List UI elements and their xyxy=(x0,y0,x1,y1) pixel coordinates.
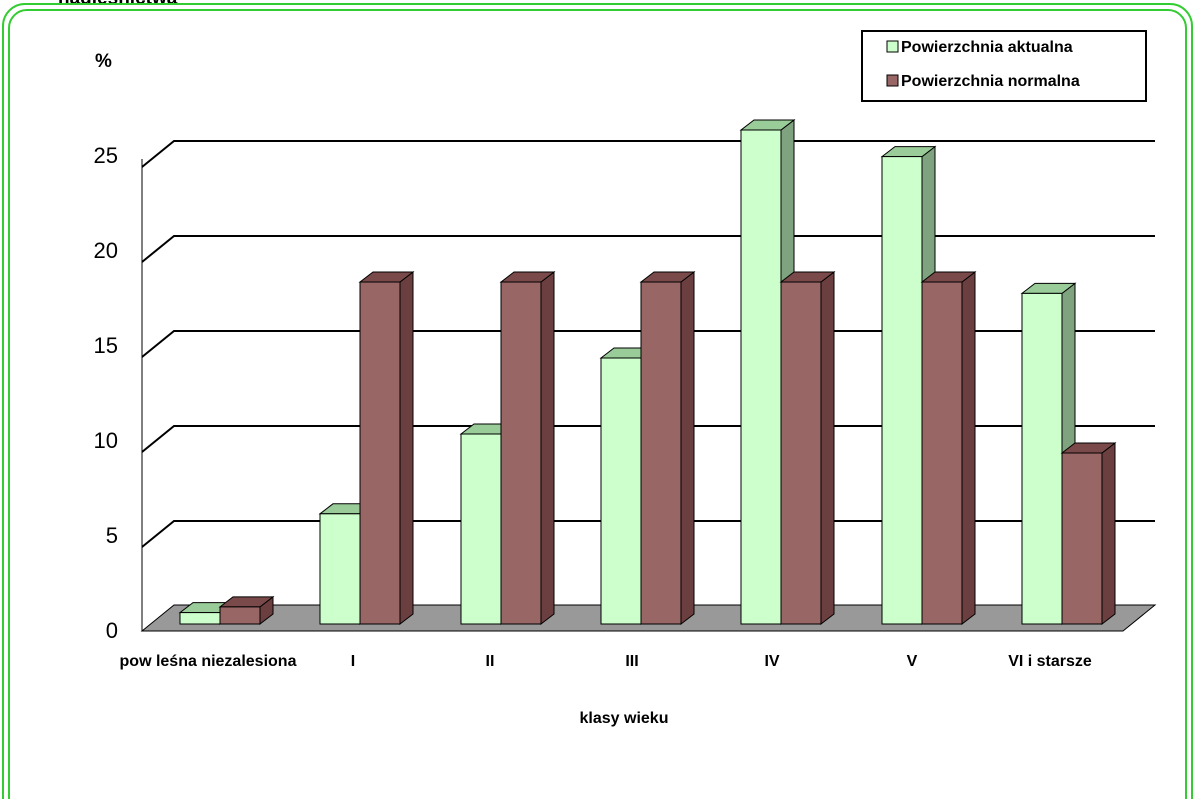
gridline xyxy=(141,235,1155,263)
x-tick-label: pow leśna niezalesiona xyxy=(120,653,297,670)
y-tick-label: 25 xyxy=(94,143,118,168)
x-tick-label: IV xyxy=(764,653,779,670)
x-tick-label: II xyxy=(486,653,495,670)
y-axis-label: % xyxy=(95,51,112,72)
bar-normal xyxy=(779,270,836,626)
y-tick-label: 5 xyxy=(106,523,118,548)
x-tick-label: VI i starsze xyxy=(1008,653,1092,670)
legend-label-actual: Powierzchnia aktualna xyxy=(901,39,1073,56)
bar-normal xyxy=(218,595,275,626)
bar-normal xyxy=(920,270,977,626)
bar-normal xyxy=(639,270,696,626)
y-tick-label: 20 xyxy=(94,238,118,263)
x-tick-label: I xyxy=(351,653,355,670)
x-axis-label: klasy wieku xyxy=(580,710,669,727)
gridline xyxy=(141,140,1155,168)
x-tick-label: V xyxy=(907,653,918,670)
legend: Powierzchnia aktualna Powierzchnia norma… xyxy=(861,30,1147,102)
bar-normal xyxy=(499,270,556,626)
legend-swatch-actual xyxy=(886,40,899,53)
bar-normal xyxy=(1060,441,1117,626)
bar-normal xyxy=(358,270,415,626)
y-tick-label: 15 xyxy=(94,333,118,358)
y-tick-label: 10 xyxy=(94,428,118,453)
legend-label-normal: Powierzchnia normalna xyxy=(901,73,1080,90)
y-tick-label: 0 xyxy=(106,618,118,643)
legend-swatch-normal xyxy=(886,74,899,87)
x-tick-label: III xyxy=(625,653,638,670)
